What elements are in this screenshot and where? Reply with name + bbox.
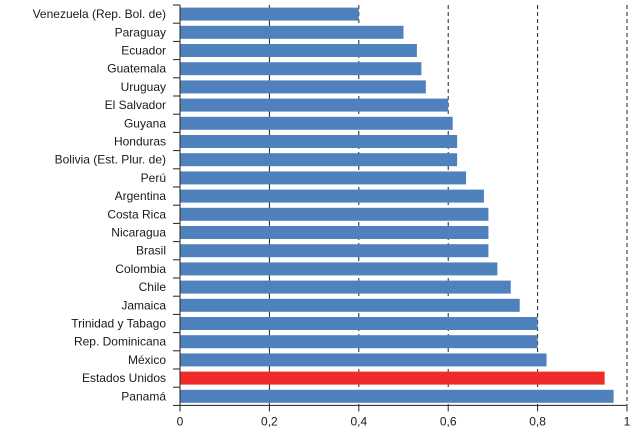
bar	[180, 262, 498, 276]
x-tick-label: 1	[624, 414, 631, 428]
x-tick-label: 0,8	[529, 414, 546, 428]
category-label: Panamá	[121, 389, 166, 403]
category-label: Colombia	[115, 262, 166, 276]
bar	[180, 389, 614, 403]
category-label: Perú	[141, 171, 166, 185]
category-label: Venezuela (Rep. Bol. de)	[33, 7, 166, 21]
category-label: México	[128, 353, 166, 367]
bar	[180, 226, 489, 239]
x-tick-labels: 0 0,2 0,4 0,6 0,8 1	[177, 414, 631, 428]
x-tick-label: 0,2	[261, 414, 278, 428]
x-tick-label: 0,6	[440, 414, 457, 428]
bar	[180, 298, 520, 312]
category-label: Uruguay	[121, 80, 166, 94]
category-label: Ecuador	[121, 44, 166, 58]
bar	[180, 25, 404, 39]
category-label: Argentina	[115, 189, 167, 203]
category-label: Guatemala	[107, 62, 166, 76]
bar	[180, 7, 359, 21]
bar	[180, 189, 484, 203]
bar	[180, 244, 489, 258]
bar	[180, 98, 449, 112]
bar	[180, 153, 458, 167]
category-label: Honduras	[114, 135, 166, 149]
bars	[180, 7, 614, 403]
category-label: Costa Rica	[107, 207, 166, 221]
category-label: Estados Unidos	[82, 371, 166, 385]
bar	[180, 207, 489, 221]
category-label: Bolivia (Est. Plur. de)	[55, 153, 166, 167]
category-label: Trinidad y Tabago	[71, 317, 166, 331]
category-label: El Salvador	[105, 98, 166, 112]
category-label: Nicaragua	[111, 226, 166, 240]
bar	[180, 171, 467, 185]
bar	[180, 371, 605, 385]
x-tick-label: 0,4	[350, 414, 367, 428]
category-label: Rep. Dominicana	[74, 335, 166, 349]
bar	[180, 44, 417, 57]
bar	[180, 135, 458, 148]
bar	[180, 353, 547, 367]
bar	[180, 62, 422, 76]
bar	[180, 335, 538, 349]
category-label: Brasil	[136, 244, 166, 258]
bar	[180, 80, 426, 94]
bar	[180, 317, 538, 330]
x-tick-label: 0	[177, 414, 184, 428]
category-labels: Venezuela (Rep. Bol. de) Paraguay Ecuador G…	[33, 7, 167, 403]
bar	[180, 116, 453, 130]
category-label: Guyana	[124, 116, 166, 130]
category-label: Chile	[139, 280, 167, 294]
category-label: Paraguay	[115, 25, 166, 39]
category-label: Jamaica	[121, 298, 166, 312]
bar	[180, 280, 511, 294]
axes	[173, 4, 628, 412]
